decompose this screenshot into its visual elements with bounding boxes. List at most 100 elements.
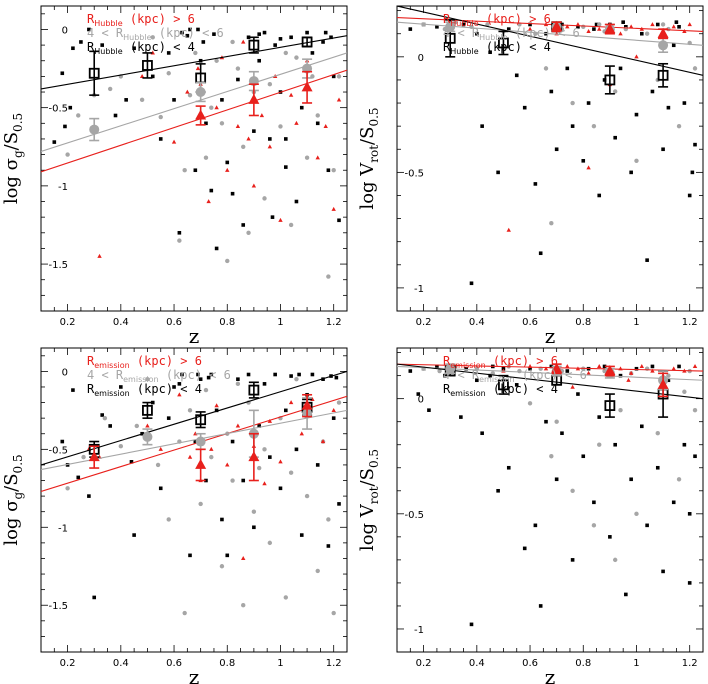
data-point-gray	[203, 387, 209, 393]
data-point-gray	[336, 74, 342, 79]
data-point-gray	[294, 55, 299, 60]
data-point-black	[408, 27, 413, 31]
data-point-gray	[288, 222, 294, 228]
data-point-red	[195, 66, 201, 71]
data-point-gray	[326, 274, 331, 279]
x-axis-label: z	[545, 665, 556, 684]
y-axis-label: log σg/S0.5	[1, 113, 25, 204]
y-tick-label: 0	[62, 25, 68, 36]
x-tick-label: 0.8	[575, 658, 591, 669]
data-point-black	[592, 27, 596, 31]
y-axis-label: log Vrot/S0.5	[357, 107, 381, 209]
data-point-black	[475, 31, 479, 36]
data-point-black	[315, 121, 320, 126]
data-point-black	[193, 168, 198, 173]
data-point-gray	[177, 238, 182, 243]
data-point-red	[570, 384, 575, 389]
data-point-black	[560, 431, 564, 436]
data-point-red	[315, 155, 320, 160]
data-point-red	[185, 89, 190, 94]
data-point-black	[576, 24, 580, 29]
x-tick-label: 0.8	[219, 658, 235, 669]
x-tick-label: 1	[277, 317, 283, 328]
data-point-black	[158, 486, 163, 491]
legend-entry-gray: 4 < Remission (kpc) < 6	[87, 368, 231, 384]
data-point-gray	[682, 389, 687, 394]
data-point-black	[608, 535, 612, 539]
data-point-black	[693, 454, 697, 459]
data-point-black	[188, 553, 192, 558]
data-point-red	[565, 364, 570, 369]
fit-line-gray	[41, 409, 347, 471]
data-point-red	[506, 227, 511, 232]
y-tick-label: -1	[414, 625, 424, 636]
fit-line-gray	[41, 52, 347, 152]
x-tick-label: 1.2	[682, 658, 698, 669]
fit-line-black	[41, 35, 347, 90]
data-point-black	[334, 375, 339, 380]
data-point-black	[294, 199, 299, 204]
data-point-black	[602, 364, 607, 369]
data-point-red	[565, 24, 570, 29]
binned-mean-red	[88, 451, 100, 462]
panel-top-left: 0.2 0.4 0.6 0.8 1 1.2 -1.5 -1 -0.5 0 z log σg/S0.5 R…	[1, 5, 348, 348]
plot-area	[41, 370, 347, 616]
data-point-gray	[660, 22, 666, 27]
x-tick-label: 0.6	[166, 317, 182, 328]
data-point-red	[235, 423, 241, 428]
data-point-black	[687, 193, 692, 198]
data-point-black	[674, 20, 679, 24]
data-point-gray	[198, 501, 203, 507]
data-point-black	[435, 364, 439, 369]
binned-mean-red	[657, 378, 669, 389]
data-point-black	[488, 373, 492, 378]
data-point-black	[305, 30, 309, 35]
data-point-black	[592, 500, 596, 505]
data-point-black	[514, 383, 519, 387]
data-point-red	[628, 370, 634, 375]
data-point-red	[225, 462, 230, 467]
x-axis-label: z	[189, 324, 200, 348]
x-axis-label: z	[545, 324, 556, 348]
data-point-black	[268, 137, 272, 141]
data-point-black	[475, 378, 479, 383]
data-point-red	[262, 481, 267, 486]
binned-mean-gray	[195, 87, 206, 98]
data-point-gray	[570, 488, 575, 493]
data-point-gray	[304, 493, 310, 499]
y-axis-label: log σg/S0.5	[1, 454, 25, 545]
data-point-black	[538, 604, 543, 608]
y-tick-label: 0	[418, 395, 424, 406]
data-point-gray	[692, 407, 698, 413]
data-point-red	[288, 400, 294, 405]
data-point-black	[52, 140, 57, 144]
data-point-gray	[612, 557, 618, 563]
data-point-black	[246, 35, 251, 40]
data-point-gray	[150, 35, 155, 40]
data-point-black	[310, 372, 315, 377]
data-point-black	[581, 454, 586, 459]
data-point-red	[241, 556, 246, 561]
data-point-gray	[581, 24, 586, 29]
data-point-gray	[214, 58, 219, 63]
data-point-black	[586, 101, 591, 105]
data-point-black	[538, 251, 543, 256]
data-point-red	[158, 446, 163, 451]
data-point-black	[488, 50, 492, 55]
data-point-red	[209, 446, 214, 451]
data-point-black	[246, 372, 251, 377]
binned-mean-red	[657, 27, 669, 38]
binned-mean-black	[498, 379, 509, 391]
data-point-red	[692, 364, 698, 369]
data-point-gray	[570, 100, 575, 106]
data-point-gray	[209, 105, 214, 110]
data-point-black	[150, 74, 155, 79]
data-point-black	[177, 230, 182, 235]
data-point-black	[284, 137, 288, 141]
data-point-gray	[644, 31, 650, 36]
data-point-black	[480, 124, 484, 128]
data-point-black	[193, 439, 198, 444]
data-point-black	[257, 32, 261, 36]
binned-mean-red	[195, 109, 207, 120]
